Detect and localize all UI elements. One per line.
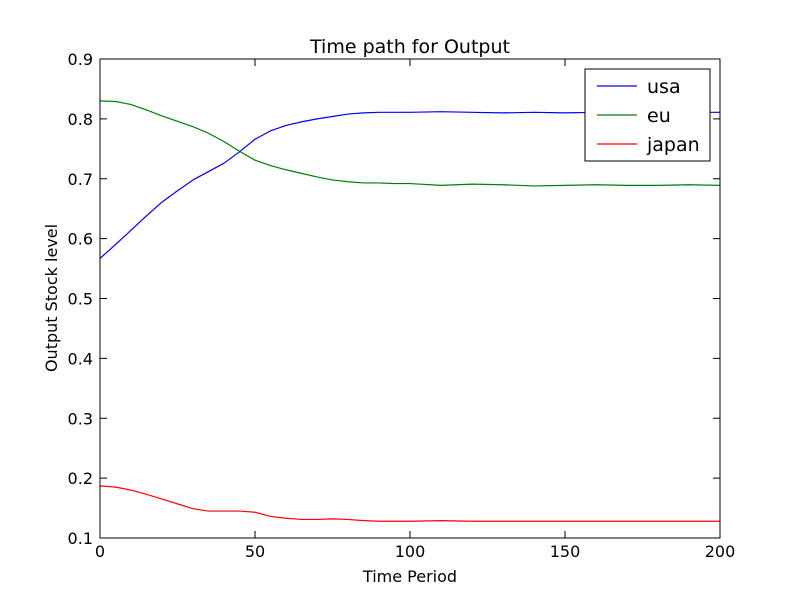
series-layer	[99, 100, 721, 522]
y-tick-label: 0.5	[68, 290, 93, 309]
y-tick-label: 0.9	[68, 50, 93, 69]
x-tick-label: 100	[395, 542, 426, 561]
x-tick-label: 200	[705, 542, 736, 561]
x-tick-label: 0	[95, 542, 105, 561]
plot-frame	[99, 58, 721, 539]
legend-label-usa: usa	[647, 76, 681, 98]
x-axis-label: Time Period	[362, 567, 457, 586]
y-axis-label: Output Stock level	[42, 224, 61, 372]
legend-items: usa eu japan	[597, 76, 700, 156]
legend-label-japan: japan	[646, 134, 700, 156]
y-tick-label: 0.7	[68, 170, 93, 189]
x-tick-label: 50	[245, 542, 265, 561]
y-tick-label: 0.3	[68, 409, 93, 428]
series-line-usa	[99, 111, 720, 259]
chart-title: Time path for Output	[309, 36, 510, 58]
y-tick-label: 0.1	[68, 529, 93, 548]
legend-label-eu: eu	[647, 105, 671, 127]
series-line-eu	[99, 100, 721, 187]
legend: usa eu japan	[584, 68, 711, 162]
series-line-japan	[99, 485, 720, 522]
y-tick-label: 0.6	[68, 230, 93, 249]
ticks-layer: 0 50 100 150 200 0.1 0.2 0.3 0.4 0.5 0.6 0.7 0.8 0.9	[68, 50, 736, 561]
y-tick-label: 0.2	[68, 469, 93, 488]
y-tick-label: 0.8	[68, 110, 93, 129]
y-tick-label: 0.4	[68, 349, 93, 368]
x-tick-label: 150	[550, 542, 581, 561]
